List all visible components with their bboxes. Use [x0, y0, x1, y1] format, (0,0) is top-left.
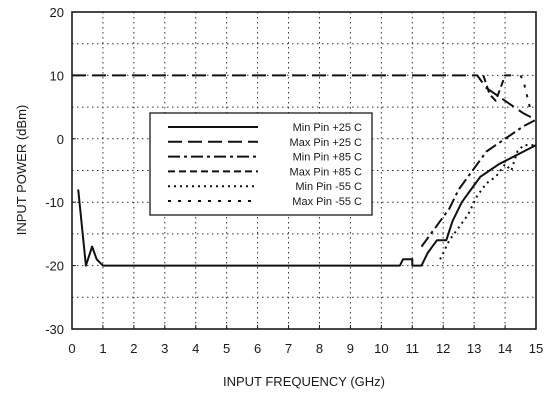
legend: Min Pin +25 C Max Pin +25 C Min Pin +85 C M… [149, 112, 373, 216]
x-tick-label: 8 [316, 341, 323, 356]
y-axis-label: INPUT POWER (dBm) [14, 105, 29, 236]
x-tick-label: 3 [161, 341, 168, 356]
x-tick-label: 4 [192, 341, 199, 356]
y-tick-label: -30 [45, 322, 64, 337]
legend-label: Min Pin +85 C [293, 152, 362, 164]
x-ticks: 0 1 2 3 4 5 6 7 8 9 10 11 12 13 14 15 [68, 325, 543, 356]
x-tick-label: 0 [68, 341, 75, 356]
y-tick-label: -20 [45, 259, 64, 274]
y-tick-label: 0 [57, 132, 64, 147]
series-line-min-pin-25-c [77, 144, 537, 267]
series-line-min-pin-85-c [420, 118, 537, 248]
y-tick-label: 20 [50, 5, 64, 20]
series-line-max-pin-85-c [482, 74, 512, 102]
x-tick-label: 11 [406, 341, 420, 356]
legend-label: Max Pin +85 C [290, 166, 363, 178]
x-tick-label: 5 [223, 341, 230, 356]
x-tick-label: 1 [99, 341, 106, 356]
plot-frame [71, 11, 537, 330]
legend-label: Max Pin -55 C [292, 196, 362, 208]
legend-label: Min Pin +25 C [293, 122, 362, 134]
x-tick-label: 15 [529, 341, 543, 356]
x-axis-label: INPUT FREQUENCY (GHz) [223, 374, 385, 389]
y-ticks: 20 10 0 -10 -20 -30 [45, 5, 76, 337]
x-tick-label: 12 [436, 341, 450, 356]
x-tick-label: 10 [374, 341, 388, 356]
series-line-max-pin-25-c [72, 74, 537, 121]
x-tick-label: 14 [498, 341, 512, 356]
x-tick-label: 2 [130, 341, 137, 356]
x-tick-label: 9 [347, 341, 354, 356]
series-layer [72, 74, 537, 267]
y-tick-label: 10 [50, 68, 64, 83]
legend-box [149, 112, 373, 216]
series-line-max-pin-55-c [519, 74, 531, 108]
x-tick-label: 13 [467, 341, 481, 356]
legend-label: Min Pin -55 C [295, 181, 362, 193]
legend-label: Max Pin +25 C [290, 137, 363, 149]
y-tick-label: -10 [45, 195, 64, 210]
x-tick-label: 7 [285, 341, 292, 356]
x-tick-label: 6 [254, 341, 261, 356]
